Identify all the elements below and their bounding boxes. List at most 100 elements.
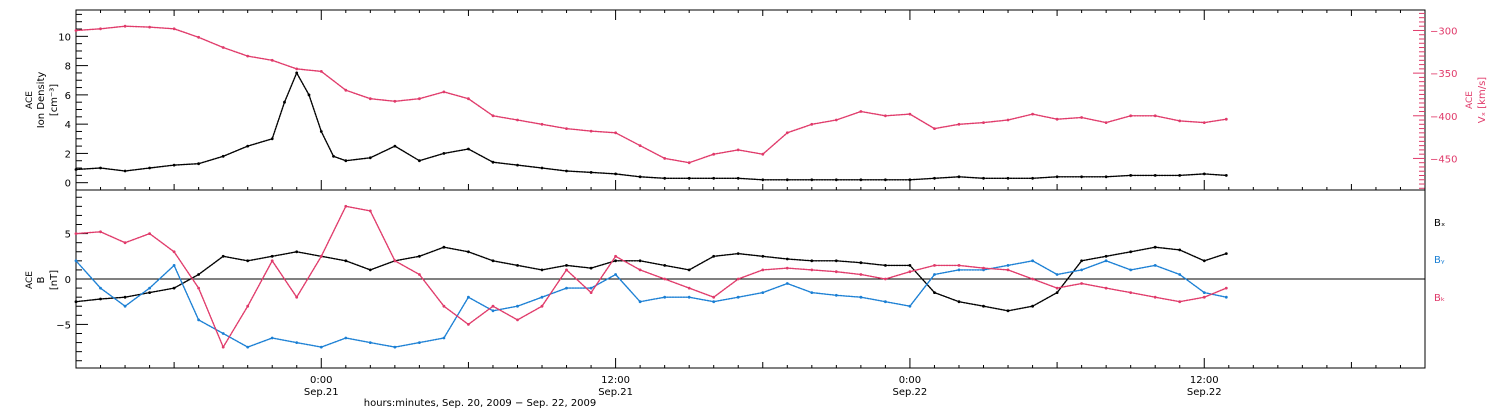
series-line-density xyxy=(75,71,1228,181)
data-point-vx xyxy=(74,29,78,32)
legend-by: Bᵧ xyxy=(1434,255,1445,266)
data-point-bz xyxy=(785,266,789,270)
data-point-density xyxy=(344,159,348,163)
data-point-density xyxy=(761,178,765,182)
data-point-density xyxy=(785,178,789,182)
data-point-bx xyxy=(712,254,716,258)
top-panel-frame xyxy=(75,9,1426,191)
data-point-density xyxy=(1202,172,1206,176)
data-point-bz xyxy=(810,268,814,272)
data-point-by xyxy=(1055,273,1059,276)
data-point-bz xyxy=(467,323,470,326)
data-point-bx xyxy=(1129,250,1133,254)
data-point-by xyxy=(74,259,78,263)
data-point-bz xyxy=(1080,282,1083,285)
data-point-bx xyxy=(1031,304,1034,308)
data-point-by xyxy=(736,295,740,299)
data-point-vx xyxy=(663,157,667,160)
data-point-density xyxy=(540,166,544,170)
data-point-vx xyxy=(270,58,274,62)
data-point-bx xyxy=(246,259,250,263)
top-left-ylabel: ACE Ion Density [cm⁻³] xyxy=(25,72,60,129)
data-point-bz xyxy=(908,270,912,274)
bottom-left-tick-label: −5 xyxy=(56,320,71,331)
top-left-tick-label: 6 xyxy=(65,91,71,102)
bottom-left-ylabel-line1: ACE xyxy=(25,271,35,289)
data-point-by xyxy=(491,309,495,313)
data-point-by xyxy=(614,273,617,276)
data-point-bz xyxy=(1104,286,1108,290)
data-point-density xyxy=(589,171,593,174)
top-left-axis-ticks: 0 2 4 6 8 10 xyxy=(58,13,88,190)
data-point-density xyxy=(687,176,691,180)
data-point-density xyxy=(516,163,519,167)
data-point-bz xyxy=(1031,277,1034,281)
data-point-vx xyxy=(1104,121,1108,124)
data-point-vx xyxy=(99,27,102,31)
data-point-density xyxy=(1055,175,1059,179)
data-point-density xyxy=(74,168,78,171)
data-point-density xyxy=(491,160,495,164)
top-left-tick-label: 2 xyxy=(65,149,71,160)
bottom-left-tick-label: 0 xyxy=(65,275,71,286)
data-point-bz xyxy=(74,232,78,236)
data-point-bz xyxy=(393,259,397,263)
data-point-by xyxy=(663,295,667,299)
data-point-by xyxy=(418,341,421,344)
data-point-bx xyxy=(859,261,863,265)
data-point-bx xyxy=(221,254,225,258)
data-point-vx xyxy=(810,122,814,126)
data-point-vx xyxy=(1153,114,1157,118)
data-point-bz xyxy=(123,241,127,245)
data-point-by xyxy=(933,273,936,276)
top-left-tick-label: 8 xyxy=(65,62,71,73)
data-point-bx xyxy=(687,268,691,272)
data-point-bx xyxy=(638,259,642,263)
bottom-left-ylabel-line2: B xyxy=(36,276,47,283)
data-point-vx xyxy=(418,97,421,101)
data-point-bz xyxy=(834,270,838,274)
data-point-bx xyxy=(884,264,887,267)
data-point-bz xyxy=(319,254,323,258)
data-point-vx xyxy=(1080,116,1083,119)
data-point-bz xyxy=(687,286,691,290)
data-point-density xyxy=(368,156,372,160)
top-right-axis-ticks: −300 −350 −400 −450 xyxy=(1413,12,1457,189)
data-point-bz xyxy=(712,295,716,299)
data-point-vx xyxy=(638,144,642,148)
data-point-density xyxy=(663,176,667,180)
data-point-vx xyxy=(1178,119,1182,123)
data-point-bx xyxy=(1055,291,1059,294)
data-point-bx xyxy=(172,286,176,290)
data-point-vx xyxy=(246,54,250,58)
data-point-vx xyxy=(1031,112,1034,116)
data-point-bz xyxy=(344,204,348,208)
data-point-by xyxy=(99,286,102,290)
data-point-vx xyxy=(785,131,789,135)
data-point-by xyxy=(1104,259,1108,263)
data-point-density xyxy=(123,169,127,173)
data-point-bz xyxy=(884,277,887,281)
data-point-vx xyxy=(687,161,691,165)
data-point-vx xyxy=(540,122,544,126)
data-point-density xyxy=(295,71,299,75)
data-point-bx xyxy=(761,254,765,258)
data-point-bx xyxy=(123,295,127,299)
data-point-bz xyxy=(859,273,863,276)
data-point-bx xyxy=(418,254,421,258)
data-point-by xyxy=(1224,295,1228,299)
data-point-vx xyxy=(1224,117,1228,121)
data-point-vx xyxy=(221,46,225,49)
data-point-density xyxy=(307,93,311,97)
data-point-by xyxy=(957,268,961,272)
data-point-density xyxy=(221,154,225,158)
data-point-by xyxy=(540,295,544,299)
data-point-by xyxy=(442,336,446,340)
data-point-bx xyxy=(442,245,446,249)
data-point-bz xyxy=(565,268,568,272)
top-right-ylabel-line1: ACE xyxy=(1465,91,1475,109)
data-point-density xyxy=(467,147,470,151)
data-point-density xyxy=(1006,176,1010,180)
top-left-ylabel-line1: ACE xyxy=(25,91,35,109)
data-point-vx xyxy=(908,112,912,116)
